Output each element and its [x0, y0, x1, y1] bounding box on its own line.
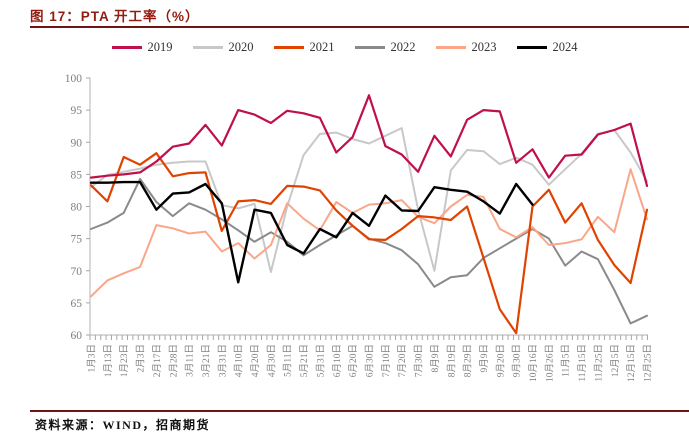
x-tick-label: 3月31日: [217, 344, 228, 377]
series-line-2022: [90, 177, 648, 325]
legend-label-2020: 2020: [228, 40, 254, 54]
legend-label-2024: 2024: [552, 40, 578, 54]
figure-title: 图 17：PTA 开工率（%）: [30, 9, 200, 24]
x-tick-label: 5月31日: [315, 344, 326, 377]
legend-label-2022: 2022: [390, 40, 416, 54]
x-tick-label: 12月15日: [626, 344, 637, 382]
x-tick-label: 7月20日: [397, 344, 408, 377]
legend-item-2022: 2022: [354, 40, 416, 55]
legend-item-2021: 2021: [273, 40, 335, 55]
y-tick-label: 90: [71, 137, 83, 149]
x-tick-label: 3月21日: [201, 344, 212, 377]
series-line-2019: [89, 94, 649, 187]
x-tick-label: 9月30日: [512, 344, 523, 377]
x-tick-label: 10月16日: [528, 344, 539, 382]
legend-swatch-2022: [354, 46, 385, 49]
legend-item-2023: 2023: [435, 40, 497, 55]
y-tick-label: 60: [71, 330, 83, 342]
chart-legend: 2019 2020 2021 2022 2023 2024: [0, 40, 689, 55]
x-tick-label: 3月11日: [185, 344, 196, 377]
y-tick-label: 95: [71, 105, 83, 117]
x-tick-label: 11月5日: [561, 344, 572, 377]
y-tick-label: 80: [71, 202, 83, 214]
series-line-2024: [89, 180, 534, 284]
legend-item-2020: 2020: [192, 40, 254, 55]
legend-label-2019: 2019: [147, 40, 173, 54]
x-tick-label: 8月9日: [430, 344, 441, 373]
x-tick-label: 6月20日: [348, 344, 359, 377]
x-tick-label: 4月20日: [250, 344, 261, 377]
y-tick-label: 75: [71, 234, 83, 246]
x-tick-label: 9月20日: [495, 344, 506, 377]
x-tick-label: 12月25日: [643, 344, 654, 382]
x-tick-label: 4月30日: [266, 344, 277, 377]
legend-swatch-2021: [273, 46, 304, 49]
legend-swatch-2019: [111, 46, 142, 49]
x-tick-label: 6月30日: [365, 344, 376, 377]
x-tick-label: 10月26日: [544, 344, 555, 382]
y-tick-label: 70: [71, 266, 83, 278]
x-tick-label: 8月19日: [446, 344, 457, 377]
x-tick-label: 12月5日: [610, 344, 621, 377]
x-tick-label: 11月15日: [577, 344, 588, 382]
x-tick-label: 2月17日: [152, 344, 163, 377]
x-tick-label: 4月10日: [234, 344, 245, 377]
series-line-2021: [89, 152, 649, 335]
x-tick-label: 2月3日: [136, 344, 147, 373]
x-tick-label: 8月29日: [463, 344, 474, 377]
x-tick-label: 7月10日: [381, 344, 392, 377]
legend-swatch-2023: [435, 46, 466, 49]
source-note: 资料来源：WIND，招商期货: [35, 418, 211, 432]
y-tick-label: 65: [71, 298, 83, 310]
legend-swatch-2020: [192, 46, 223, 49]
x-tick-label: 2月28日: [168, 344, 179, 377]
y-tick-label: 85: [71, 169, 83, 181]
legend-item-2019: 2019: [111, 40, 173, 55]
series-line-2020: [90, 127, 648, 273]
legend-item-2024: 2024: [516, 40, 578, 55]
legend-label-2021: 2021: [309, 40, 335, 54]
x-tick-label: 1月13日: [103, 344, 114, 377]
legend-label-2023: 2023: [471, 40, 497, 54]
legend-swatch-2024: [516, 46, 547, 49]
x-tick-label: 11月25日: [593, 344, 604, 382]
x-tick-label: 7月30日: [414, 344, 425, 377]
x-tick-label: 5月11日: [283, 344, 294, 377]
footer-divider: [30, 410, 689, 412]
x-tick-label: 6月10日: [332, 344, 343, 377]
x-tick-label: 1月3日: [87, 344, 98, 373]
y-tick-label: 100: [65, 73, 83, 85]
title-divider: [30, 26, 689, 28]
series-line-2023: [90, 168, 648, 298]
x-tick-label: 9月9日: [479, 344, 490, 373]
x-tick-label: 5月21日: [299, 344, 310, 377]
x-tick-label: 1月23日: [119, 344, 130, 377]
